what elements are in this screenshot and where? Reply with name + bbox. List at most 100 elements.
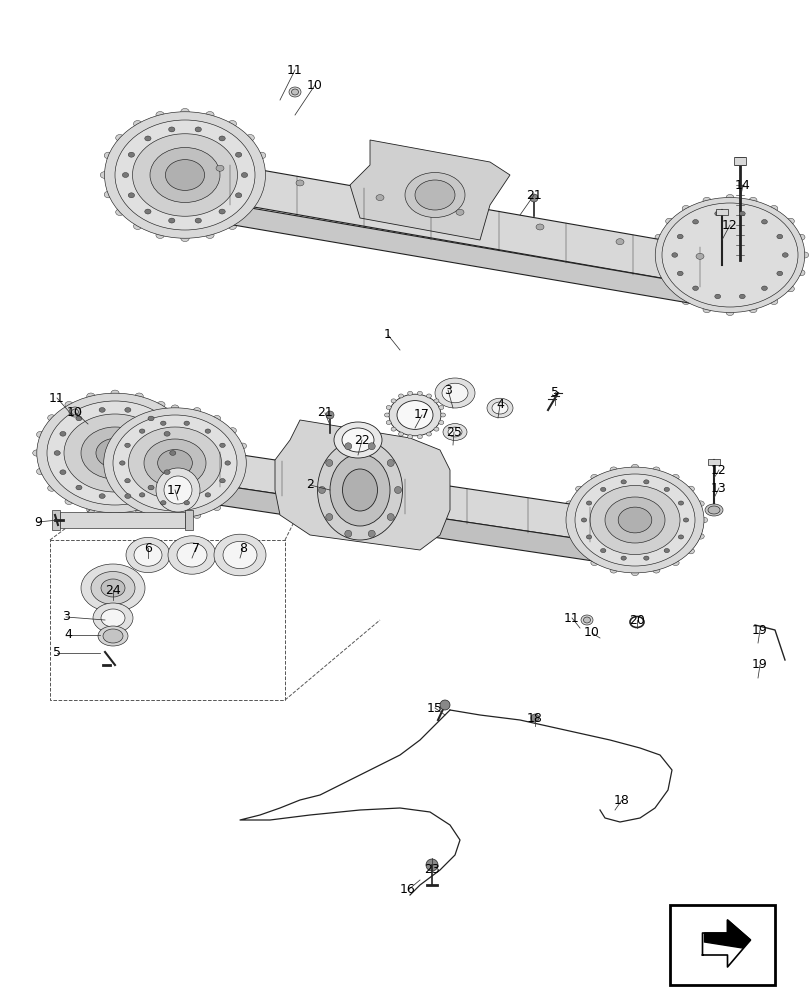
Ellipse shape xyxy=(36,431,45,438)
Ellipse shape xyxy=(426,432,431,436)
Text: 10: 10 xyxy=(307,79,323,92)
Ellipse shape xyxy=(229,493,236,498)
Ellipse shape xyxy=(185,431,193,438)
Ellipse shape xyxy=(81,564,145,612)
Ellipse shape xyxy=(113,415,237,511)
Text: 1: 1 xyxy=(384,328,392,342)
Text: 11: 11 xyxy=(49,391,65,404)
Text: 9: 9 xyxy=(34,516,42,528)
Ellipse shape xyxy=(407,435,412,439)
Ellipse shape xyxy=(128,427,221,499)
Ellipse shape xyxy=(725,195,733,201)
Text: 10: 10 xyxy=(67,406,83,418)
Ellipse shape xyxy=(398,394,403,398)
Text: 16: 16 xyxy=(400,884,415,896)
Ellipse shape xyxy=(616,239,623,245)
Ellipse shape xyxy=(438,405,444,409)
Ellipse shape xyxy=(238,477,247,483)
Ellipse shape xyxy=(205,112,214,118)
Ellipse shape xyxy=(296,180,303,186)
Polygon shape xyxy=(185,510,193,530)
Ellipse shape xyxy=(671,253,677,257)
Ellipse shape xyxy=(104,152,113,159)
Ellipse shape xyxy=(122,173,128,177)
Text: 23: 23 xyxy=(423,863,440,876)
Ellipse shape xyxy=(686,486,693,492)
Ellipse shape xyxy=(652,467,659,472)
Ellipse shape xyxy=(48,415,56,421)
Ellipse shape xyxy=(60,431,66,436)
Ellipse shape xyxy=(665,286,672,292)
Ellipse shape xyxy=(592,480,702,566)
Ellipse shape xyxy=(246,209,254,215)
Ellipse shape xyxy=(318,487,325,493)
Ellipse shape xyxy=(696,501,703,506)
Ellipse shape xyxy=(696,534,703,539)
Text: 7: 7 xyxy=(191,542,200,554)
Ellipse shape xyxy=(681,299,689,305)
Ellipse shape xyxy=(620,480,625,484)
Ellipse shape xyxy=(761,220,766,224)
Ellipse shape xyxy=(643,480,648,484)
Ellipse shape xyxy=(129,415,136,421)
Ellipse shape xyxy=(257,152,265,159)
Ellipse shape xyxy=(375,195,384,201)
Ellipse shape xyxy=(600,487,605,492)
Ellipse shape xyxy=(171,405,178,411)
Ellipse shape xyxy=(575,486,582,492)
Ellipse shape xyxy=(205,429,210,433)
Ellipse shape xyxy=(387,514,394,521)
Ellipse shape xyxy=(91,572,135,604)
Ellipse shape xyxy=(161,501,166,505)
Ellipse shape xyxy=(219,136,225,141)
Ellipse shape xyxy=(535,224,543,230)
Text: 6: 6 xyxy=(144,542,152,554)
Ellipse shape xyxy=(261,172,269,178)
Text: 8: 8 xyxy=(238,542,247,554)
Ellipse shape xyxy=(590,560,598,566)
Ellipse shape xyxy=(368,443,375,450)
FancyBboxPatch shape xyxy=(715,209,727,215)
Ellipse shape xyxy=(71,409,79,415)
Ellipse shape xyxy=(161,421,166,425)
Ellipse shape xyxy=(692,220,697,224)
Text: 18: 18 xyxy=(613,793,629,806)
Polygon shape xyxy=(350,140,509,240)
Polygon shape xyxy=(704,920,749,948)
Ellipse shape xyxy=(386,421,391,425)
Circle shape xyxy=(325,411,333,419)
Ellipse shape xyxy=(711,241,747,269)
Text: 2: 2 xyxy=(306,479,314,491)
Ellipse shape xyxy=(99,408,105,412)
Ellipse shape xyxy=(769,299,777,305)
Ellipse shape xyxy=(148,485,154,490)
Text: 5: 5 xyxy=(551,385,558,398)
Ellipse shape xyxy=(702,197,710,203)
Ellipse shape xyxy=(749,307,756,313)
Ellipse shape xyxy=(134,544,162,566)
Text: 17: 17 xyxy=(414,408,429,422)
Ellipse shape xyxy=(36,468,45,475)
Ellipse shape xyxy=(398,432,403,436)
Ellipse shape xyxy=(426,394,431,398)
Ellipse shape xyxy=(562,517,569,523)
Ellipse shape xyxy=(185,468,193,475)
Ellipse shape xyxy=(441,383,467,403)
Ellipse shape xyxy=(157,402,165,408)
Text: 14: 14 xyxy=(734,179,750,192)
Ellipse shape xyxy=(48,485,56,491)
Ellipse shape xyxy=(394,487,401,493)
Ellipse shape xyxy=(228,223,236,229)
Ellipse shape xyxy=(565,534,573,539)
Polygon shape xyxy=(175,445,620,545)
FancyBboxPatch shape xyxy=(735,157,743,165)
Ellipse shape xyxy=(101,579,125,597)
Ellipse shape xyxy=(169,218,174,223)
Ellipse shape xyxy=(125,408,131,412)
Ellipse shape xyxy=(672,560,678,566)
Ellipse shape xyxy=(650,252,659,258)
Ellipse shape xyxy=(157,498,165,504)
Text: 19: 19 xyxy=(751,658,767,672)
Ellipse shape xyxy=(342,469,377,511)
Circle shape xyxy=(530,714,539,722)
